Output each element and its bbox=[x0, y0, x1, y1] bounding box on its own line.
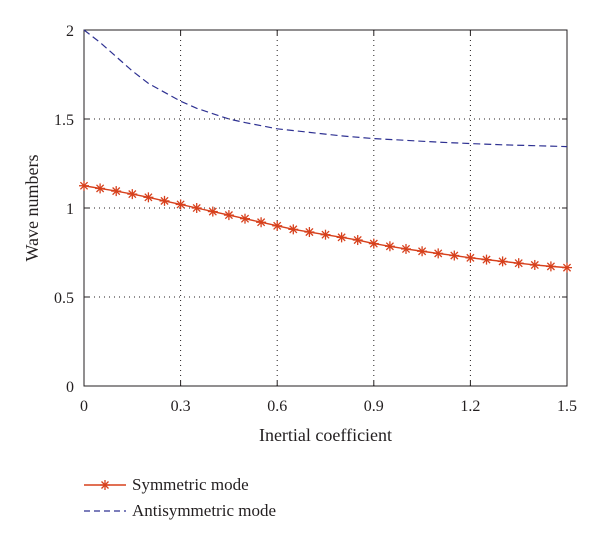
data-point-marker bbox=[159, 195, 170, 206]
x-tick-label: 1.2 bbox=[460, 398, 480, 415]
y-tick-label: 1 bbox=[66, 201, 74, 218]
data-point-marker bbox=[513, 258, 524, 269]
data-point-marker bbox=[304, 227, 315, 238]
data-point-marker bbox=[336, 232, 347, 243]
x-tick-label: 0.6 bbox=[267, 398, 287, 415]
y-tick-label: 0 bbox=[66, 379, 74, 396]
legend-item-symmetric: Symmetric mode bbox=[82, 472, 276, 498]
data-point-marker bbox=[95, 183, 106, 194]
data-point-marker bbox=[272, 220, 283, 231]
data-point-marker bbox=[384, 241, 395, 252]
series-line-antisymmetric bbox=[83, 29, 568, 148]
data-point-marker bbox=[562, 262, 572, 273]
data-point-marker bbox=[401, 243, 411, 254]
data-point-marker bbox=[175, 199, 186, 210]
data-point-marker bbox=[288, 224, 299, 235]
legend-label-symmetric: Symmetric mode bbox=[132, 475, 249, 494]
data-point-marker bbox=[256, 217, 267, 228]
y-tick-label: 0.5 bbox=[54, 290, 74, 307]
data-point-marker bbox=[352, 235, 363, 246]
legend-swatch-antisymmetric bbox=[84, 510, 126, 512]
legend-swatch-symmetric bbox=[84, 480, 126, 490]
data-point-marker bbox=[207, 206, 218, 217]
axis-ticks: 0 0.3 0.6 0.9 1.2 1.5 0 0.5 1 1.5 2 bbox=[54, 23, 577, 415]
data-point-marker bbox=[465, 252, 476, 263]
series-line-symmetric bbox=[83, 185, 568, 269]
y-tick-label: 1.5 bbox=[54, 112, 74, 129]
data-point-marker bbox=[191, 203, 202, 213]
y-axis-label: Wave numbers bbox=[22, 154, 42, 261]
legend-label-antisymmetric: Antisymmetric mode bbox=[132, 501, 277, 520]
data-point-marker bbox=[529, 259, 540, 270]
legend: Symmetric mode Antisymmetric mode bbox=[82, 472, 276, 524]
data-point-marker bbox=[497, 256, 508, 267]
data-point-marker bbox=[320, 229, 331, 240]
data-point-marker bbox=[545, 261, 556, 272]
x-axis-label: Inertial coefficient bbox=[259, 425, 392, 445]
data-point-marker bbox=[143, 192, 154, 203]
data-point-marker bbox=[111, 186, 122, 197]
grid-lines bbox=[84, 30, 567, 386]
data-point-marker bbox=[433, 248, 444, 259]
data-point-marker bbox=[368, 238, 379, 249]
asterisk-marker-icon bbox=[100, 480, 110, 490]
x-tick-label: 0.9 bbox=[364, 398, 384, 415]
data-point-marker bbox=[223, 210, 234, 221]
data-point-marker bbox=[240, 213, 250, 224]
data-point-marker bbox=[481, 254, 492, 265]
x-tick-label: 0.3 bbox=[171, 398, 191, 415]
data-point-marker bbox=[449, 250, 460, 261]
data-point-marker bbox=[417, 246, 428, 257]
data-point-marker bbox=[79, 180, 89, 191]
series-layer bbox=[79, 29, 572, 273]
y-tick-label: 2 bbox=[66, 23, 74, 40]
legend-item-antisymmetric: Antisymmetric mode bbox=[82, 498, 276, 524]
x-tick-label: 1.5 bbox=[557, 398, 577, 415]
x-tick-label: 0 bbox=[80, 398, 88, 415]
data-point-marker bbox=[127, 189, 138, 200]
